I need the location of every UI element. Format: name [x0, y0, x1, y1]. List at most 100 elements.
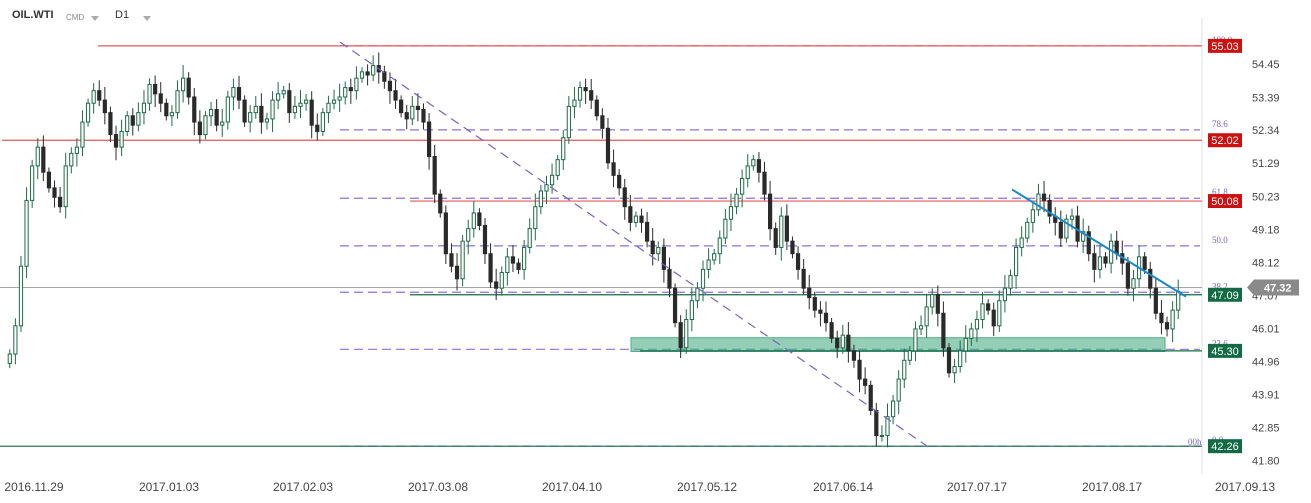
- candle-body[interactable]: [902, 359, 907, 380]
- candle-body[interactable]: [354, 77, 359, 92]
- candle-body[interactable]: [672, 287, 678, 324]
- candle-body[interactable]: [326, 102, 331, 114]
- candle-body[interactable]: [477, 212, 482, 226]
- candle-body[interactable]: [147, 83, 152, 104]
- candle-body[interactable]: [460, 240, 465, 280]
- candle-body[interactable]: [768, 193, 773, 230]
- candle-body[interactable]: [298, 102, 303, 107]
- candle-body[interactable]: [1013, 246, 1019, 277]
- candle-body[interactable]: [516, 262, 521, 270]
- candle-body[interactable]: [639, 215, 644, 223]
- candle-body[interactable]: [41, 146, 46, 173]
- candle-body[interactable]: [1008, 275, 1013, 289]
- candle-body[interactable]: [846, 334, 851, 352]
- candle-body[interactable]: [136, 112, 141, 126]
- candle-body[interactable]: [102, 99, 107, 114]
- timeframe-label[interactable]: D1: [115, 9, 130, 21]
- candle-body[interactable]: [650, 240, 655, 255]
- candle-body[interactable]: [622, 187, 627, 208]
- candle-body[interactable]: [438, 193, 443, 214]
- candle-body[interactable]: [829, 322, 834, 339]
- candle-body[interactable]: [1058, 221, 1063, 239]
- candle-body[interactable]: [466, 228, 471, 242]
- candle-body[interactable]: [868, 384, 873, 411]
- candle-body[interactable]: [1036, 193, 1041, 211]
- candle-body[interactable]: [1131, 278, 1136, 289]
- candle-body[interactable]: [276, 93, 281, 101]
- candle-body[interactable]: [1092, 253, 1097, 270]
- candle-body[interactable]: [303, 99, 309, 104]
- candle-body[interactable]: [1142, 256, 1147, 270]
- candle-body[interactable]: [1081, 231, 1086, 242]
- candle-body[interactable]: [18, 265, 24, 327]
- candle-body[interactable]: [712, 253, 717, 261]
- candle-body[interactable]: [974, 319, 980, 330]
- candle-body[interactable]: [661, 246, 666, 270]
- candle-body[interactable]: [449, 253, 454, 267]
- candle-body[interactable]: [991, 309, 996, 327]
- candle-body[interactable]: [494, 281, 499, 289]
- candle-body[interactable]: [628, 206, 633, 223]
- candle-body[interactable]: [823, 312, 829, 324]
- candle-body[interactable]: [499, 272, 504, 289]
- trend-line-dashed[interactable]: [339, 41, 931, 449]
- candle-body[interactable]: [835, 337, 840, 349]
- candle-body[interactable]: [969, 328, 974, 339]
- support-zone[interactable]: [630, 337, 1166, 353]
- candle-body[interactable]: [1170, 309, 1175, 330]
- candle-body[interactable]: [645, 221, 650, 242]
- candle-body[interactable]: [583, 87, 588, 92]
- candle-body[interactable]: [421, 109, 426, 123]
- candle-body[interactable]: [678, 322, 683, 349]
- candle-body[interactable]: [141, 102, 147, 114]
- candle-body[interactable]: [522, 246, 527, 270]
- candle-body[interactable]: [549, 174, 555, 186]
- candle-body[interactable]: [723, 218, 728, 239]
- candle-body[interactable]: [281, 90, 286, 95]
- timeframe-dropdown-icon[interactable]: [143, 16, 151, 21]
- candle-body[interactable]: [863, 378, 868, 386]
- candle-body[interactable]: [907, 350, 912, 361]
- candle-body[interactable]: [1041, 193, 1047, 201]
- candle-body[interactable]: [762, 171, 767, 195]
- candle-body[interactable]: [331, 99, 337, 104]
- candle-body[interactable]: [941, 312, 946, 349]
- candle-body[interactable]: [980, 303, 985, 321]
- candle-body[interactable]: [689, 300, 694, 321]
- candle-body[interactable]: [343, 87, 348, 98]
- candle-body[interactable]: [1159, 312, 1164, 324]
- candle-body[interactable]: [745, 165, 750, 179]
- candle-body[interactable]: [471, 212, 476, 230]
- candle-body[interactable]: [773, 228, 778, 248]
- candle-body[interactable]: [594, 99, 599, 117]
- candle-body[interactable]: [119, 130, 124, 148]
- candle-body[interactable]: [371, 65, 376, 76]
- candle-body[interactable]: [69, 152, 74, 167]
- candle-body[interactable]: [561, 137, 566, 161]
- candle-body[interactable]: [572, 99, 577, 107]
- candle-body[interactable]: [91, 90, 96, 104]
- candle-body[interactable]: [415, 105, 420, 111]
- candle-body[interactable]: [538, 190, 543, 208]
- candle-body[interactable]: [924, 306, 929, 327]
- candle-body[interactable]: [544, 184, 549, 192]
- candle-body[interactable]: [879, 435, 885, 438]
- candle-body[interactable]: [337, 96, 342, 101]
- candle-body[interactable]: [801, 268, 806, 289]
- candle-body[interactable]: [63, 165, 68, 208]
- candle-body[interactable]: [913, 328, 918, 352]
- candle-body[interactable]: [292, 105, 298, 114]
- candle-body[interactable]: [1097, 256, 1103, 270]
- candle-body[interactable]: [997, 300, 1002, 327]
- candle-body[interactable]: [918, 325, 924, 330]
- candle-body[interactable]: [153, 83, 158, 95]
- candle-body[interactable]: [197, 121, 202, 136]
- candle-body[interactable]: [108, 112, 113, 136]
- candle-body[interactable]: [410, 105, 415, 120]
- candle-body[interactable]: [656, 246, 661, 255]
- candle-body[interactable]: [309, 99, 314, 126]
- candle-body[interactable]: [1064, 218, 1069, 239]
- candle-body[interactable]: [242, 99, 247, 123]
- candle-body[interactable]: [169, 112, 175, 117]
- candle-body[interactable]: [1176, 290, 1181, 311]
